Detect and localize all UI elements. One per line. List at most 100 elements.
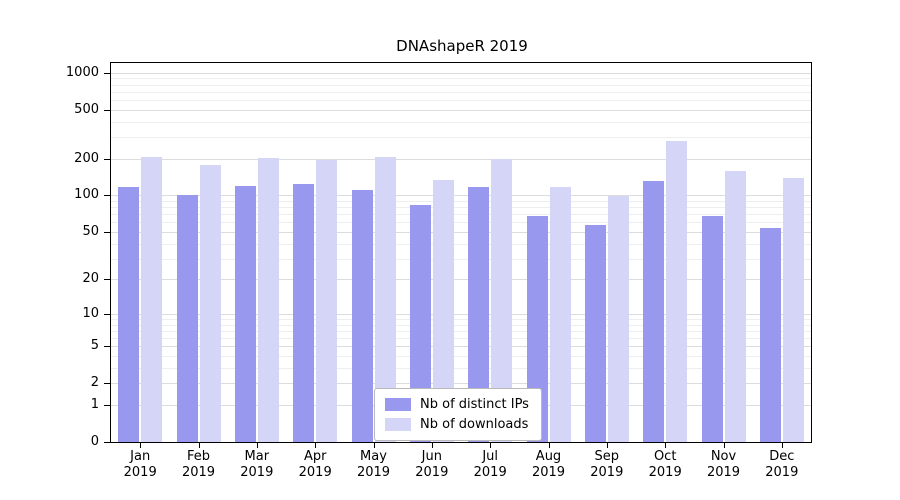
plot-area (110, 62, 812, 443)
x-tick-label: Feb 2019 (169, 449, 229, 481)
major-gridline (111, 158, 811, 160)
y-tick-mark (104, 313, 110, 315)
bar-downloads (724, 171, 746, 442)
y-tick-mark (104, 195, 110, 197)
x-tick-year: 2019 (181, 465, 216, 480)
x-tick-month: Aug (535, 449, 562, 464)
minor-gridline (111, 78, 811, 80)
bar-distinct-ips (293, 183, 315, 442)
major-gridline (111, 313, 811, 315)
bar-distinct-ips (118, 187, 140, 442)
bar-downloads (432, 180, 454, 442)
x-tick-mark (140, 443, 142, 448)
y-tick-mark (104, 383, 110, 385)
x-tick-year: 2019 (706, 465, 741, 480)
y-tick-mark (104, 72, 110, 74)
x-tick-month: Jun (421, 449, 442, 464)
legend-entry: Nb of distinct IPs (385, 396, 529, 413)
minor-gridline (111, 324, 811, 326)
minor-gridline (111, 356, 811, 357)
bar-distinct-ips (409, 205, 431, 442)
x-tick-year: 2019 (590, 465, 624, 480)
y-tick-mark (104, 158, 110, 160)
x-tick-mark (490, 443, 492, 448)
minor-gridline (111, 222, 811, 224)
minor-gridline (111, 200, 811, 202)
minor-gridline (111, 207, 811, 209)
x-tick-month: Feb (186, 449, 211, 464)
major-gridline (111, 231, 811, 233)
y-tick-label: 500 (74, 101, 99, 117)
x-tick-mark (781, 443, 783, 448)
bar-distinct-ips (351, 190, 373, 442)
bar-downloads (199, 165, 221, 442)
bar-downloads (374, 156, 396, 442)
y-tick-label: 100 (74, 187, 99, 203)
x-tick-year: 2019 (765, 465, 799, 480)
x-tick-year: 2019 (298, 465, 332, 480)
minor-gridline (111, 367, 811, 369)
x-tick-mark (198, 443, 200, 448)
x-tick-year: 2019 (240, 465, 274, 480)
minor-gridline (111, 258, 811, 260)
bar-downloads (257, 157, 279, 442)
bar-distinct-ips (176, 195, 198, 442)
x-tick-label: Oct 2019 (635, 449, 695, 481)
bar-distinct-ips (643, 180, 665, 442)
major-gridline (111, 72, 811, 74)
y-tick-label: 50 (82, 223, 99, 239)
minor-gridline (111, 214, 811, 216)
legend-entry: Nb of downloads (385, 416, 529, 433)
bar-distinct-ips (759, 227, 781, 442)
bar-downloads (141, 156, 163, 442)
legend-swatch (385, 418, 411, 431)
minor-gridline (111, 100, 811, 101)
bar-downloads (782, 177, 804, 442)
bar-distinct-ips (234, 185, 256, 442)
major-gridline (111, 346, 811, 348)
bar-distinct-ips (701, 215, 723, 442)
y-tick-label: 10 (82, 305, 99, 321)
major-gridline (111, 195, 811, 197)
x-tick-month: Jul (482, 449, 499, 464)
minor-gridline (111, 84, 811, 86)
x-tick-label: May 2019 (344, 449, 404, 481)
major-gridline (111, 279, 811, 281)
y-tick-mark (104, 405, 110, 406)
y-tick-label: 20 (82, 271, 99, 287)
x-tick-label: Nov 2019 (694, 449, 754, 481)
x-tick-month: Mar (244, 449, 270, 464)
x-tick-label: Jul 2019 (460, 449, 520, 481)
x-tick-month: Dec (769, 449, 795, 464)
x-tick-mark (606, 443, 608, 448)
major-gridline (111, 383, 811, 385)
y-tick-label: 1 (90, 397, 99, 412)
bar-downloads (549, 186, 571, 442)
minor-gridline (111, 121, 811, 123)
y-tick-mark (104, 279, 110, 281)
y-tick-mark (104, 442, 110, 443)
y-tick-mark (104, 231, 110, 233)
minor-gridline (111, 91, 811, 93)
x-tick-mark (723, 443, 725, 448)
x-tick-label: Apr 2019 (285, 449, 345, 481)
x-tick-month: May (360, 449, 387, 464)
y-tick-label: 0 (90, 434, 99, 449)
x-tick-mark (665, 443, 667, 448)
x-tick-month: Sep (594, 449, 620, 464)
x-tick-mark (315, 443, 317, 448)
x-tick-label: Dec 2019 (752, 449, 812, 481)
minor-gridline (111, 338, 811, 339)
x-tick-year: 2019 (473, 465, 507, 480)
bar-distinct-ips (526, 215, 548, 442)
y-tick-label: 1000 (65, 64, 99, 80)
minor-gridline (111, 318, 811, 320)
x-tick-mark (256, 443, 258, 448)
bar-distinct-ips (584, 225, 606, 442)
x-tick-month: Apr (303, 449, 327, 464)
bar-downloads (666, 141, 688, 442)
bar-distinct-ips (468, 187, 490, 442)
x-tick-month: Jan (130, 449, 151, 464)
legend: Nb of distinct IPs Nb of downloads (374, 388, 542, 441)
